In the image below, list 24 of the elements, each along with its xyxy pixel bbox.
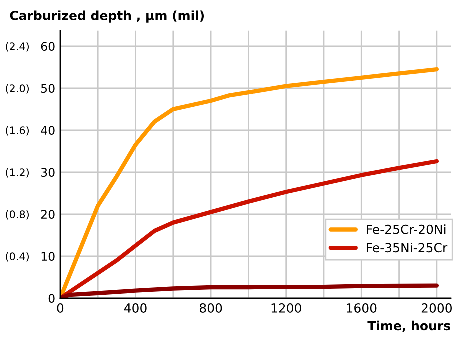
x-tick-label: 0 — [57, 303, 64, 313]
y-tick-label: 60 — [41, 42, 55, 52]
legend-label: Fe-35Ni-25Cr — [367, 242, 448, 253]
x-tick-label: 1600 — [347, 303, 377, 313]
x-axis-title: Time, hours — [368, 320, 450, 332]
x-tick-label: 400 — [124, 303, 147, 313]
y-tick-label: 40 — [41, 126, 55, 136]
y-tick-label: 0 — [48, 294, 55, 304]
x-tick-label: 800 — [200, 303, 222, 313]
y2-tick-label: (0.4) — [6, 252, 29, 262]
y2-tick-label: (1.6) — [6, 126, 29, 136]
y-tick-label: 50 — [41, 84, 55, 94]
y2-tick-label: (2.0) — [6, 84, 29, 94]
legend-label: Fe-25Cr-20Ni — [367, 224, 446, 234]
y-tick-label: 20 — [41, 210, 55, 220]
x-tick-label: 1200 — [272, 303, 302, 313]
y-tick-label: 30 — [41, 168, 55, 178]
y2-tick-label: (2.4) — [6, 42, 29, 52]
y2-tick-label: (0.8) — [6, 210, 29, 220]
y-tick-label: 10 — [42, 252, 55, 262]
x-tick-label: 2000 — [422, 303, 452, 313]
line-series — [60, 284, 440, 298]
y2-tick-label: (1.2) — [6, 168, 29, 178]
y-axis-title: Carburized depth , μm (mil) — [10, 10, 204, 23]
